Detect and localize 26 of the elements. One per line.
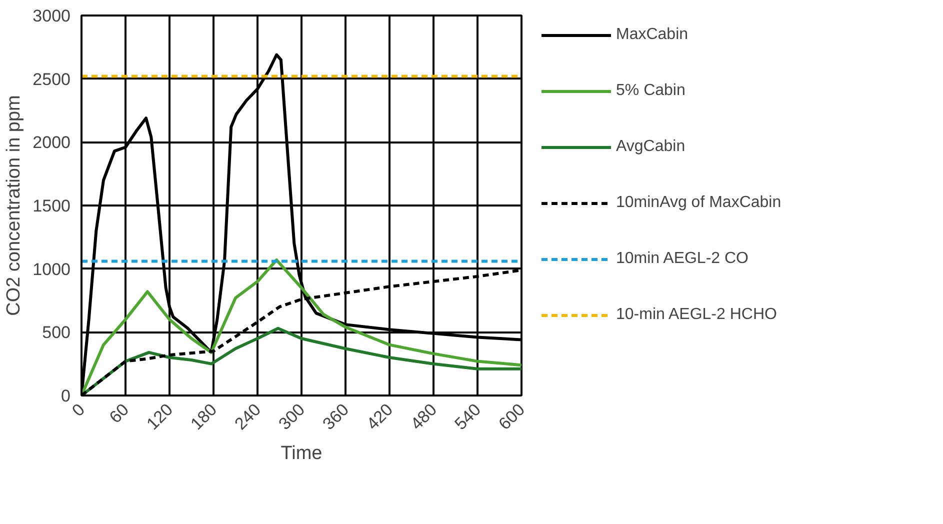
x-tick-label: 120 bbox=[143, 400, 177, 434]
y-tick-label: 2000 bbox=[32, 133, 71, 152]
x-tick-label: 360 bbox=[319, 400, 353, 434]
y-axis-title: CO2 concentration in ppm bbox=[4, 95, 25, 316]
x-tick-label: 420 bbox=[363, 400, 397, 434]
legend-label: AvgCabin bbox=[616, 138, 686, 156]
x-tick-label: 540 bbox=[451, 400, 485, 434]
legend-label: 10min AEGL-2 CO bbox=[616, 250, 748, 268]
x-tick-label: 240 bbox=[231, 400, 265, 434]
x-axis-title: Time bbox=[280, 443, 322, 464]
x-tick-label: 0 bbox=[68, 400, 89, 420]
x-tick-label: 600 bbox=[495, 400, 529, 434]
x-tick-label: 300 bbox=[275, 400, 309, 434]
legend-label: 10minAvg of MaxCabin bbox=[616, 194, 782, 212]
y-tick-label: 500 bbox=[42, 323, 71, 342]
x-tick-label: 480 bbox=[407, 400, 441, 434]
legend-label: MaxCabin bbox=[616, 26, 688, 44]
y-tick-label: 1500 bbox=[32, 196, 71, 216]
legend-label: 10-min AEGL-2 HCHO bbox=[616, 306, 777, 324]
y-tick-label: 3000 bbox=[32, 6, 71, 26]
y-tick-label: 0 bbox=[61, 386, 71, 406]
x-tick-label: 180 bbox=[187, 400, 221, 434]
legend-label: 5% Cabin bbox=[616, 82, 686, 100]
y-tick-label: 2500 bbox=[32, 70, 71, 89]
x-tick-label: 60 bbox=[106, 400, 133, 427]
y-tick-label: 1000 bbox=[32, 260, 71, 279]
